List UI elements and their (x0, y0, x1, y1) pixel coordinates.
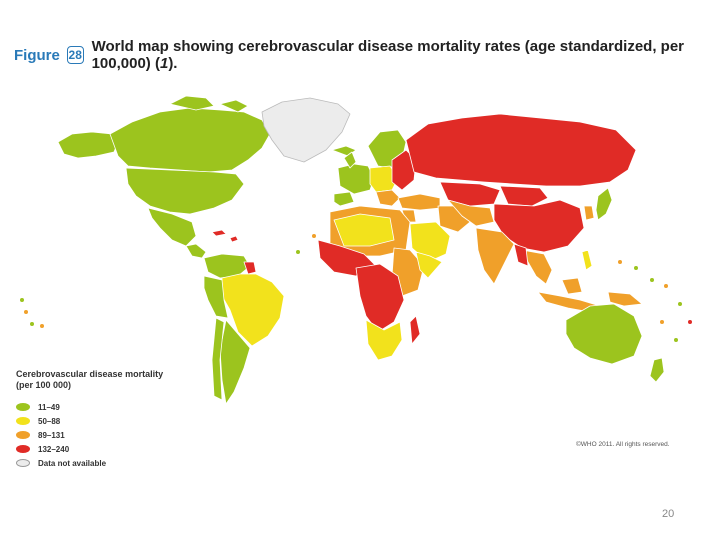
region-russia (405, 113, 637, 187)
legend-label: 11–49 (38, 402, 60, 412)
region-greenland (261, 97, 351, 163)
region-china (493, 199, 585, 253)
legend-swatch (16, 417, 30, 425)
region-india (475, 227, 515, 285)
region-korea (583, 205, 595, 221)
region-new-zealand (649, 357, 665, 383)
copyright-notice: ©WHO 2011. All rights reserved. (576, 441, 670, 448)
region-madagascar (409, 315, 421, 345)
page-number: 20 (662, 508, 675, 520)
region-turkey-caucasus (397, 193, 441, 211)
region-central-asia (447, 199, 495, 227)
legend-item: 50–88 (16, 415, 176, 427)
island-marker (650, 278, 654, 282)
island-marker (678, 302, 682, 306)
figure-title-text: World map showing cerebrovascular diseas… (91, 38, 684, 72)
region-guianas (243, 261, 257, 275)
island-marker (674, 338, 678, 342)
island-marker (634, 266, 638, 270)
region-alaska (57, 131, 119, 159)
legend-heading-line2: (per 100 000) (16, 380, 72, 390)
region-balkans (375, 189, 401, 207)
island-marker (312, 234, 316, 238)
region-philippines (581, 249, 593, 271)
figure-title-end: ). (168, 55, 178, 72)
legend-item: Data not available (16, 457, 176, 469)
island-marker (40, 324, 44, 328)
island-markers (20, 234, 692, 342)
legend-items: 11–49 50–88 89–131 132–240 Data not avai… (16, 401, 176, 469)
figure-number-badge: 28 (66, 46, 84, 64)
region-uk (343, 151, 357, 169)
legend-label: Data not available (38, 458, 107, 468)
region-horn-of-africa (415, 251, 443, 279)
figure-reference: 1 (159, 55, 169, 72)
legend-swatch (16, 445, 30, 453)
region-brazil (221, 273, 285, 347)
island-marker (30, 322, 34, 326)
legend-swatch (16, 459, 30, 467)
legend-swatch (16, 403, 30, 411)
figure-title-row: Figure 28 World map showing cerebrovascu… (14, 38, 720, 72)
region-australia (565, 303, 643, 365)
region-central-america (185, 243, 207, 259)
region-central-africa (355, 263, 405, 333)
legend-heading-line1: Cerebrovascular disease mortality (16, 369, 164, 379)
region-kazakhstan (439, 181, 501, 207)
region-myanmar (513, 243, 529, 267)
region-eastern-europe (391, 149, 417, 191)
legend-heading: Cerebrovascular disease mortality (per 1… (16, 369, 176, 391)
region-colombia-venezuela (203, 253, 251, 279)
region-southeast-asia (521, 249, 553, 285)
region-argentina (219, 319, 251, 405)
region-sahel (333, 213, 395, 247)
region-japan (595, 187, 613, 221)
legend-item: 132–240 (16, 443, 176, 455)
legend-label: 132–240 (38, 444, 70, 454)
region-caribbean (211, 229, 239, 243)
region-new-guinea (607, 291, 643, 307)
region-southern-africa (365, 319, 403, 361)
island-marker (618, 260, 622, 264)
legend-label: 89–131 (38, 430, 65, 440)
island-marker (20, 298, 24, 302)
legend-item: 89–131 (16, 429, 176, 441)
region-canadian-arctic (169, 95, 249, 113)
region-borneo (561, 277, 583, 295)
island-marker (296, 250, 300, 254)
region-chile (211, 317, 225, 401)
region-usa (125, 167, 245, 215)
island-marker (664, 284, 668, 288)
map-legend: Cerebrovascular disease mortality (per 1… (16, 369, 176, 471)
figure-label: Figure (14, 46, 60, 64)
legend-swatch (16, 431, 30, 439)
region-western-europe (337, 163, 375, 195)
region-canada (109, 107, 271, 173)
figure-title: World map showing cerebrovascular diseas… (92, 38, 720, 72)
region-iberia (333, 191, 355, 207)
island-marker (688, 320, 692, 324)
legend-item: 11–49 (16, 401, 176, 413)
island-marker (24, 310, 28, 314)
island-marker (660, 320, 664, 324)
region-arabia (409, 221, 451, 263)
region-peru-bolivia (203, 275, 229, 319)
legend-label: 50–88 (38, 416, 61, 426)
region-mongolia (499, 185, 549, 207)
